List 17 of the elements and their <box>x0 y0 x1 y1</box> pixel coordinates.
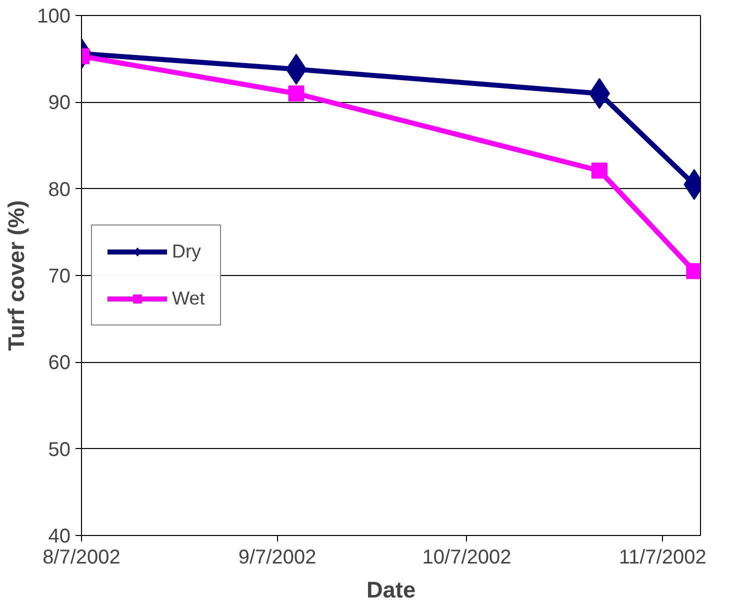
x-tick-label: 10/7/2002 <box>422 546 512 568</box>
y-tick-label: 90 <box>48 92 71 114</box>
legend-label: Dry <box>172 240 202 262</box>
x-tick-label: 11/7/2002 <box>618 546 706 568</box>
legend-label: Wet <box>172 288 205 310</box>
x-tick-label: 8/7/2002 <box>42 546 120 568</box>
x-tick-label: 9/7/2002 <box>238 546 316 568</box>
x-axis-title: Date <box>366 576 416 602</box>
point <box>686 263 700 280</box>
y-tick-label: 80 <box>48 178 71 201</box>
y-tick-label: 100 <box>37 6 71 28</box>
y-tick-label: 50 <box>48 438 71 461</box>
y-axis-title: Turf cover (%) <box>3 200 30 351</box>
y-tick-label: 40 <box>48 526 71 548</box>
y-tick-label: 70 <box>48 266 71 288</box>
y-tick-label: 60 <box>48 352 71 374</box>
point <box>591 162 608 179</box>
